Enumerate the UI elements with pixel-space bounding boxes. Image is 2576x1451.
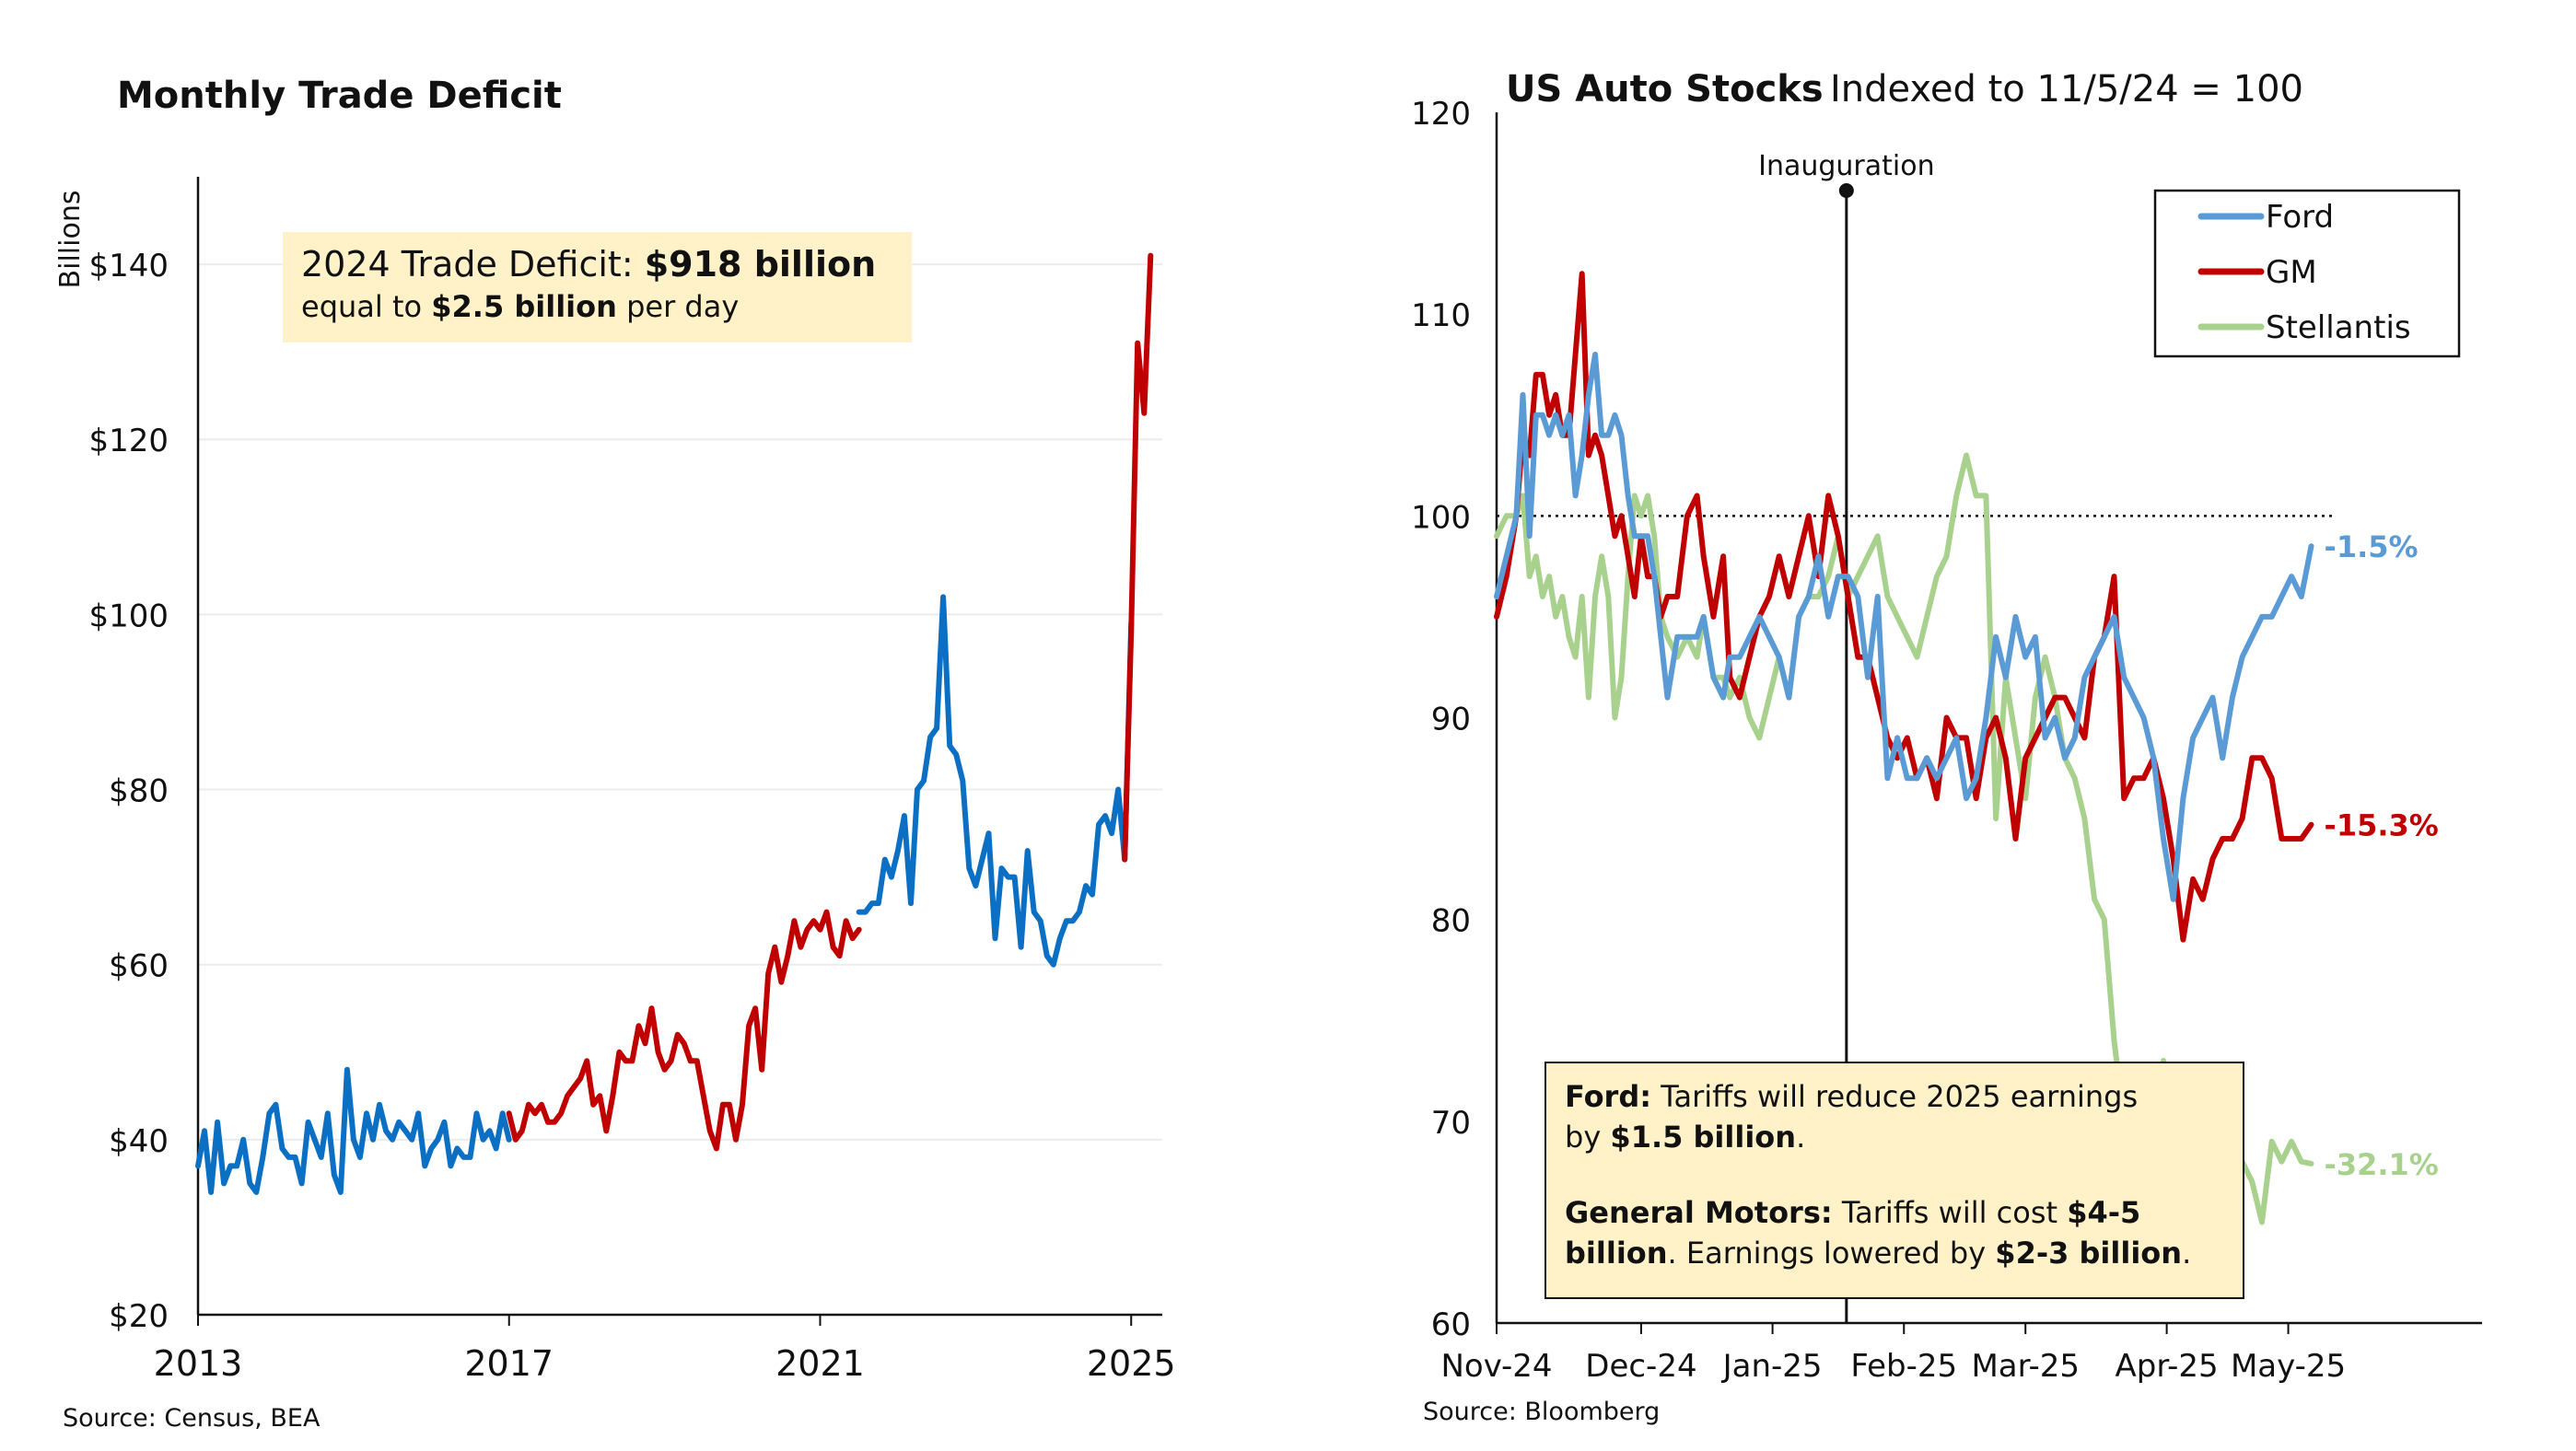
y-tick-label: $140 — [88, 248, 169, 284]
y-tick-label: $120 — [88, 423, 169, 459]
source-bloomberg: Source: Bloomberg — [1423, 1398, 1661, 1426]
gm-value: $2-3 billion — [1995, 1236, 2183, 1271]
y-tick-label: $40 — [109, 1123, 169, 1160]
x-tick-label: Dec-24 — [1585, 1348, 1696, 1385]
x-tick-label: Feb-25 — [1850, 1348, 1957, 1385]
ford-text: . — [1796, 1120, 1806, 1155]
annotation-bold-value: $2.5 billion — [431, 289, 617, 324]
ford-note-line-2: by $1.5 billion. — [1565, 1117, 2243, 1157]
series-line-blue-segment — [195, 1066, 512, 1195]
series-line-red-segment — [1122, 252, 1154, 863]
y-axis-label: Billions — [54, 191, 87, 289]
annotation-text: 2024 Trade Deficit: — [301, 244, 645, 284]
x-tick-label: Nov-24 — [1441, 1348, 1553, 1385]
chart-title: US Auto Stocks — [1506, 68, 1824, 110]
annotation-text: equal to — [301, 289, 432, 324]
y-tick-label: 120 — [1411, 96, 1471, 133]
y-tick-label: $80 — [109, 773, 169, 810]
x-tick-label: 2017 — [464, 1343, 554, 1384]
trade-deficit-annotation: 2024 Trade Deficit: $918 billion equal t… — [283, 232, 912, 342]
legend-label-stellantis: Stellantis — [2266, 309, 2411, 346]
series-line-blue-segment — [856, 594, 1135, 968]
x-tick-label: Mar-25 — [1971, 1348, 2080, 1385]
y-tick-label: 70 — [1431, 1105, 1471, 1142]
annotation-bold-value: $918 billion — [644, 244, 877, 284]
y-tick-label: $100 — [88, 598, 169, 634]
y-tick-label: $60 — [109, 948, 169, 985]
y-tick-label: 80 — [1431, 903, 1471, 940]
ford-text: Tariffs will reduce 2025 earnings — [1651, 1079, 2139, 1114]
gm-text: . Earnings lowered by — [1667, 1236, 1996, 1271]
series-line-red-segment — [506, 909, 862, 1152]
gm-note-line-1: General Motors: Tariffs will cost $4-5 — [1565, 1192, 2243, 1233]
end-label-gm: -15.3% — [2325, 808, 2439, 843]
legend-label-ford: Ford — [2266, 199, 2334, 236]
gm-value: $4-5 — [2067, 1195, 2141, 1230]
legend-label-gm: GM — [2266, 254, 2317, 291]
ford-value: $1.5 billion — [1610, 1120, 1797, 1155]
y-tick-label: 90 — [1431, 702, 1471, 738]
gm-text: . — [2182, 1236, 2192, 1271]
annotation-line-1: 2024 Trade Deficit: $918 billion — [301, 241, 912, 287]
series-line-gm — [1494, 271, 2314, 943]
auto-tariff-annotation: Ford: Tariffs will reduce 2025 earnings … — [1544, 1062, 2244, 1299]
y-tick-label: 60 — [1431, 1306, 1471, 1343]
trade-deficit-chart: Monthly Trade Deficit Billions $20 $40 $60 $8… — [54, 75, 1176, 1384]
gm-note-line-2: billion. Earnings lowered by $2-3 billio… — [1565, 1233, 2243, 1273]
annotation-text: per day — [616, 289, 740, 324]
inauguration-marker-dot — [1838, 183, 1854, 198]
x-tick-label: 2021 — [775, 1343, 865, 1384]
source-census: Source: Census, BEA — [63, 1404, 321, 1433]
ford-label: Ford: — [1565, 1079, 1652, 1114]
gm-text: Tariffs will cost — [1832, 1195, 2068, 1230]
gm-value: billion — [1565, 1236, 1668, 1271]
series-line-ford — [1494, 352, 2314, 902]
end-label-ford: -1.5% — [2325, 529, 2419, 564]
chart-subtitle: Indexed to 11/5/24 = 100 — [1830, 68, 2303, 110]
y-tick-label: 100 — [1411, 499, 1471, 536]
chart-title: Monthly Trade Deficit — [117, 75, 562, 117]
x-tick-label: 2025 — [1087, 1343, 1176, 1384]
end-label-stellantis: -32.1% — [2325, 1147, 2439, 1182]
inauguration-label: Inauguration — [1758, 150, 1935, 182]
auto-stocks-chart: US Auto Stocks Indexed to 11/5/24 = 100 60… — [1411, 68, 2482, 1385]
x-tick-label: Apr-25 — [2116, 1348, 2219, 1385]
y-tick-label: 110 — [1411, 297, 1471, 334]
x-tick-label: Jan-25 — [1721, 1348, 1823, 1385]
x-tick-label: May-25 — [2231, 1348, 2346, 1385]
ford-text: by — [1565, 1120, 1611, 1155]
x-tick-label: 2013 — [154, 1343, 243, 1384]
ford-note-line-1: Ford: Tariffs will reduce 2025 earnings — [1565, 1076, 2243, 1117]
gm-label: General Motors: — [1565, 1195, 1833, 1230]
y-tick-label: $20 — [109, 1298, 169, 1335]
annotation-line-2: equal to $2.5 billion per day — [301, 287, 912, 326]
